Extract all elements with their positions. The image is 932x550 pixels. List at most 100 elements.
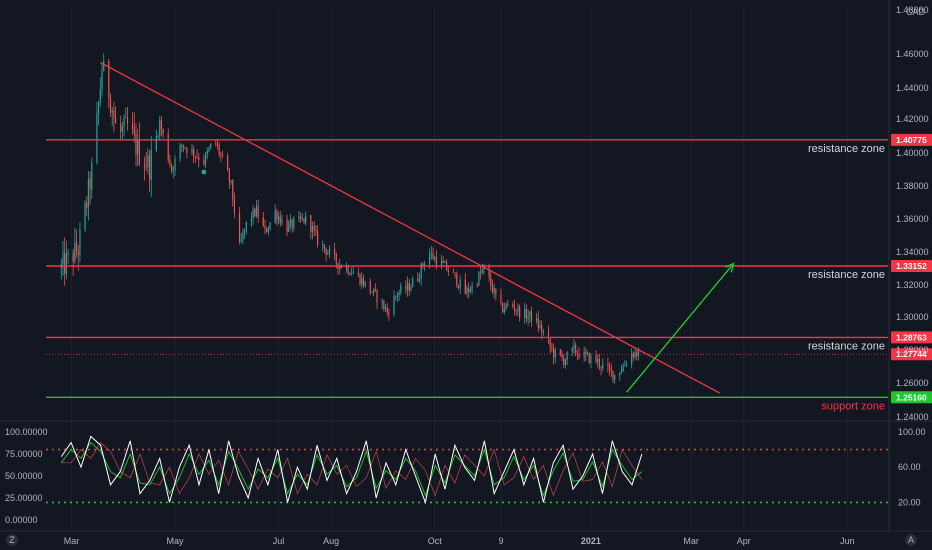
candle-body (167, 133, 169, 160)
oscillator-left-tick: 100.00000 (5, 427, 48, 437)
candle-body (442, 260, 444, 263)
time-tick-label: Mar (64, 536, 80, 546)
candle-body (323, 244, 326, 249)
resistance-price-badge (891, 331, 932, 344)
candle-body (155, 136, 157, 150)
candle-body (524, 309, 526, 318)
candle-body (64, 252, 66, 274)
candle-body (500, 294, 502, 304)
candle-body (150, 149, 152, 180)
candle-body (238, 212, 241, 242)
candle-body (634, 352, 636, 358)
candle-body (172, 169, 174, 171)
candle-body (381, 300, 383, 303)
oscillator-left-tick: 0.00000 (5, 515, 38, 525)
auto-scale-label: A (908, 535, 914, 545)
candle-body (631, 353, 633, 365)
candle-body (87, 179, 90, 208)
candle-body (393, 296, 395, 315)
candle-body (624, 365, 626, 367)
oscillator-left-tick: 75.00000 (5, 449, 43, 459)
timezone-label: Z (9, 535, 15, 545)
candle-body (311, 226, 314, 233)
time-tick-label: Jul (273, 536, 285, 546)
candle-body (456, 274, 458, 286)
candle-body (228, 170, 230, 182)
candle-body (96, 113, 98, 163)
price-tick-label: 1.36000 (896, 214, 929, 224)
candle-body (515, 310, 517, 311)
candle-body (525, 309, 528, 320)
candle-body (233, 199, 236, 213)
candle-body (590, 355, 592, 363)
resistance-price-badge-label: 1.40775 (896, 135, 927, 145)
candle-body (325, 248, 327, 255)
candle-body (444, 261, 446, 263)
candle-body (345, 266, 348, 269)
candle-body (269, 222, 271, 229)
price-tick-label: 1.38000 (896, 181, 929, 191)
current-price-label: 1.27744 (896, 349, 927, 359)
currency-label: CAD (906, 7, 926, 17)
candle-body (559, 349, 561, 355)
candle-body (432, 252, 434, 260)
candle-body (198, 157, 200, 161)
candle-body (245, 221, 247, 230)
candle-body (469, 290, 471, 293)
candle-body (300, 216, 302, 219)
candle-body (464, 279, 466, 294)
oscillator-right-tick: 60.00 (898, 462, 921, 472)
candles-layer (60, 52, 640, 384)
candle-body (610, 369, 612, 371)
candle-body (491, 285, 494, 293)
candle-body (204, 153, 207, 165)
candle-body (301, 218, 303, 220)
candle-body (254, 208, 256, 216)
candle-body (418, 278, 421, 281)
candle-body (145, 166, 147, 168)
timezone-button[interactable]: Z (6, 534, 18, 546)
candle-body (564, 359, 567, 365)
candle-body (255, 205, 258, 216)
candle-body (542, 331, 544, 333)
resistance-zone-label: resistance zone (808, 143, 885, 155)
candle-body (264, 225, 266, 229)
candle-body (157, 135, 159, 137)
candle-body (126, 117, 129, 124)
candle-body (430, 252, 432, 254)
candle-body (62, 252, 64, 265)
candle-body (101, 70, 103, 90)
candle-body (75, 242, 78, 252)
candle-body (563, 357, 565, 365)
candle-body (551, 346, 553, 349)
candle-body (423, 263, 426, 266)
oscillator-main-line (60, 435, 643, 505)
candle-body (602, 363, 604, 369)
candle-body (347, 266, 349, 274)
axis-layer[interactable]: 1.48000 1.46000 1.44000 1.42000 1.40000 1.380… (64, 5, 929, 546)
auto-scale-button[interactable]: A (905, 534, 917, 546)
time-tick-label: Aug (323, 536, 339, 546)
candle-body (91, 162, 93, 190)
candle-body (120, 123, 122, 132)
candle-body (131, 123, 134, 130)
projection-arrow-line[interactable] (626, 263, 735, 393)
candle-body (77, 251, 79, 255)
candle-body (622, 366, 624, 371)
candle-body (632, 353, 634, 358)
candle-body (328, 248, 331, 254)
candle-body (600, 366, 602, 369)
candle-body (476, 285, 478, 286)
candle-body (113, 110, 115, 118)
candle-body (121, 127, 123, 132)
candle-body (597, 358, 599, 362)
price-tick-label: 1.34000 (896, 247, 929, 257)
candle-body (369, 281, 371, 293)
resistance-zone-label: resistance zone (808, 269, 885, 281)
candle-body (215, 143, 217, 145)
candle-body (184, 147, 186, 149)
candle-body (267, 228, 269, 233)
time-tick-label: 9 (498, 536, 503, 546)
descending-trendline[interactable] (100, 61, 721, 394)
candle-body (454, 272, 456, 275)
